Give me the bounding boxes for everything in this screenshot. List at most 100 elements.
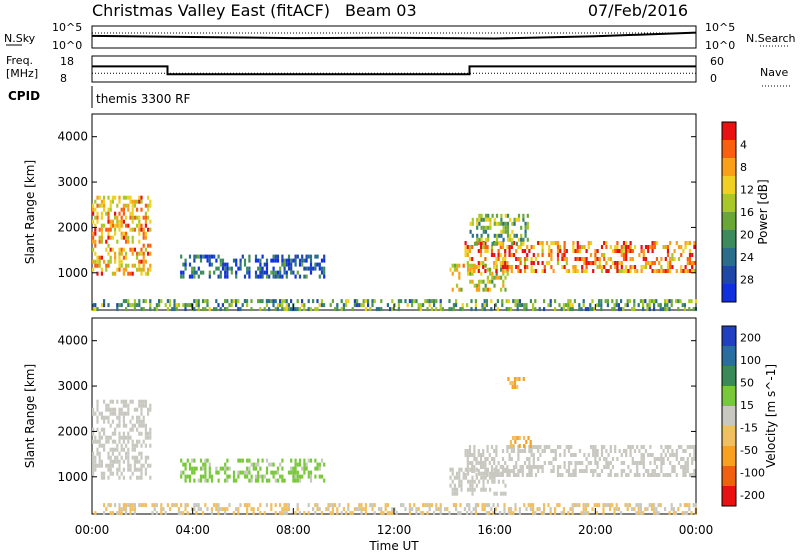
data-cell (519, 261, 522, 265)
data-cell (501, 303, 504, 308)
data-cell (144, 503, 147, 508)
data-cell (539, 445, 542, 449)
data-cell (408, 299, 411, 304)
data-cell (636, 473, 639, 477)
data-cell (261, 458, 264, 463)
data-cell (120, 455, 123, 460)
data-cell (188, 303, 191, 308)
data-cell (661, 307, 664, 312)
data-cell (506, 465, 509, 469)
data-cell (693, 469, 696, 473)
data-cell (105, 267, 108, 272)
data-cell (276, 307, 279, 312)
data-cell (182, 470, 185, 475)
data-cell (136, 439, 139, 444)
data-cell (679, 503, 682, 508)
data-cell (514, 440, 517, 444)
data-cell (497, 249, 500, 253)
data-cell (175, 307, 178, 312)
x-tick-label: 08:00 (276, 523, 311, 537)
data-cell (318, 462, 321, 467)
data-cell (147, 227, 150, 232)
data-cell (144, 471, 147, 476)
data-cell (683, 503, 686, 508)
data-cell (127, 223, 130, 228)
data-cell (517, 213, 521, 218)
data-cell (464, 241, 467, 245)
data-cell (458, 471, 461, 476)
data-cell (515, 249, 518, 253)
data-cell (669, 473, 672, 477)
data-cell (274, 478, 277, 483)
data-cell (614, 473, 617, 477)
data-cell (305, 254, 308, 259)
data-cell (246, 266, 249, 271)
data-cell (129, 227, 132, 232)
data-cell (417, 307, 420, 312)
data-cell (489, 487, 492, 492)
data-cell (609, 469, 612, 473)
data-cell (686, 465, 689, 469)
data-cell (503, 503, 506, 508)
data-cell (100, 475, 103, 480)
data-cell (404, 507, 407, 512)
data-cell (625, 257, 628, 261)
data-cell (540, 511, 543, 516)
data-cell (243, 274, 247, 279)
data-cell (107, 215, 110, 220)
cpid-program: themis 3300 RF (96, 92, 190, 106)
data-cell (549, 511, 552, 516)
data-cell (671, 257, 674, 261)
data-cell (541, 449, 544, 453)
data-cell (94, 263, 97, 268)
data-cell (660, 265, 663, 269)
data-cell (270, 470, 273, 475)
data-cell (448, 307, 451, 312)
data-cell (287, 307, 290, 312)
data-cell (356, 507, 359, 512)
data-cell (642, 257, 645, 261)
data-cell (307, 458, 310, 463)
data-cell (217, 303, 220, 308)
data-cell (136, 455, 139, 460)
data-cell (261, 474, 264, 479)
data-cell (274, 258, 277, 263)
data-cell (585, 457, 588, 461)
data-cell (650, 503, 653, 508)
data-cell (475, 287, 478, 292)
data-cell (633, 265, 637, 269)
data-cell (691, 261, 694, 265)
data-cell (307, 511, 310, 516)
data-cell (479, 249, 483, 253)
data-cell (353, 507, 356, 512)
data-cell (507, 507, 510, 512)
data-cell (140, 503, 143, 508)
data-cell (482, 279, 485, 284)
data-cell (503, 507, 506, 512)
data-cell (508, 249, 511, 253)
data-cell (585, 465, 588, 469)
data-cell (127, 463, 130, 468)
data-cell (528, 445, 531, 449)
data-cell (138, 303, 141, 308)
data-cell (589, 445, 593, 449)
data-cell (140, 423, 143, 428)
data-cell (232, 470, 236, 475)
data-cell (548, 261, 551, 265)
data-cell (642, 253, 645, 257)
data-cell (600, 299, 603, 304)
data-cell (349, 511, 352, 516)
data-cell (217, 478, 220, 483)
data-cell (532, 269, 535, 273)
data-cell (664, 257, 667, 261)
data-cell (615, 303, 618, 308)
colorbar-swatch (722, 230, 736, 249)
data-cell (475, 283, 478, 288)
data-cell (693, 261, 696, 265)
data-cell (415, 511, 418, 516)
data-cell (103, 419, 106, 424)
frequency-panel-frame (91, 55, 697, 83)
data-cell (279, 270, 282, 275)
data-cell (603, 241, 606, 245)
data-cell (498, 221, 501, 226)
